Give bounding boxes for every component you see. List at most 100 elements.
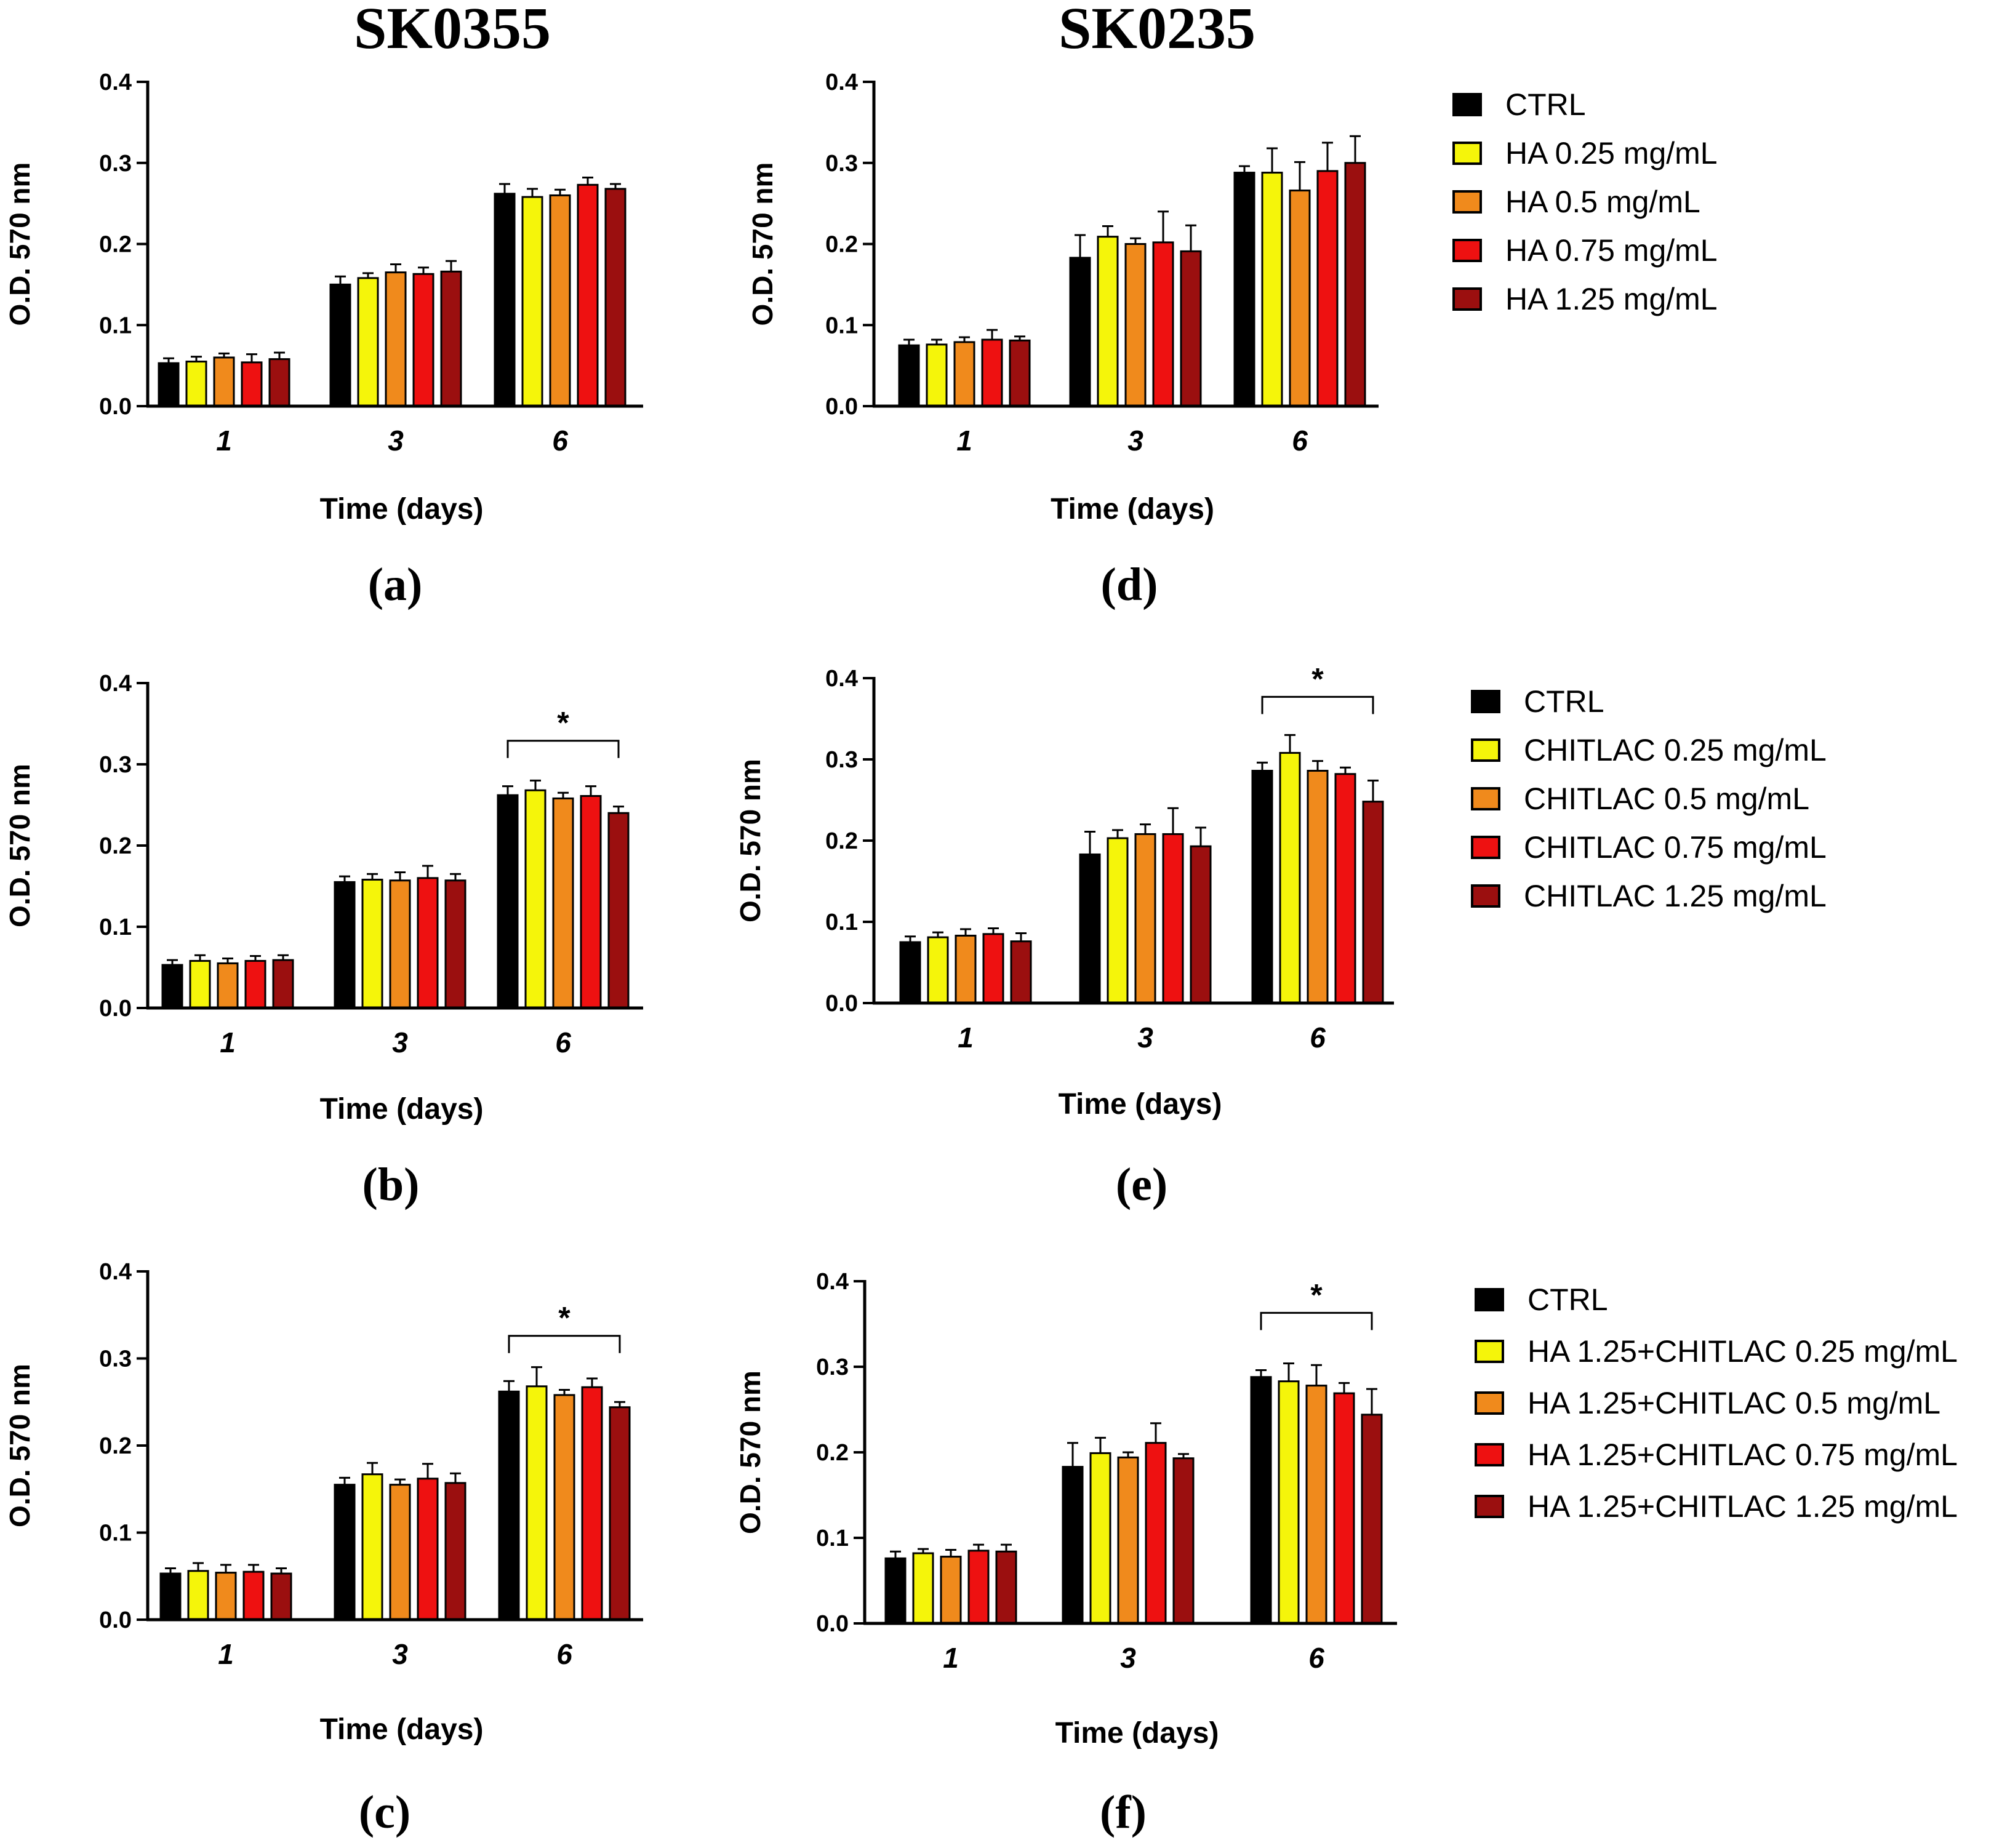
x-tick-label: 1 xyxy=(220,1026,236,1058)
legend-label: HA 0.5 mg/mL xyxy=(1505,185,1700,219)
y-tick-label: 0.2 xyxy=(99,833,132,859)
bar xyxy=(549,194,571,407)
y-tick-label: 0.4 xyxy=(825,70,858,95)
panel-label-e: (e) xyxy=(1116,1159,1167,1210)
y-tick-label: 0.4 xyxy=(99,70,132,95)
x-tick-label: 3 xyxy=(392,1026,408,1058)
x-axis-title: Time (days) xyxy=(1059,1088,1222,1121)
bar xyxy=(1305,1385,1327,1625)
bar xyxy=(241,361,263,407)
bar xyxy=(213,356,235,407)
panel-label-c: (c) xyxy=(359,1786,410,1838)
legend-swatch xyxy=(1475,1443,1504,1466)
bar xyxy=(498,1390,520,1621)
significance-star: * xyxy=(1310,1278,1323,1312)
bar xyxy=(161,964,183,1009)
legend-label: HA 1.25+CHITLAC 0.5 mg/mL xyxy=(1528,1386,1940,1420)
bar xyxy=(1233,172,1255,407)
legend-swatch xyxy=(1475,1495,1504,1518)
y-tick-label: 0.1 xyxy=(825,313,858,338)
bar xyxy=(185,361,207,407)
bar xyxy=(1251,769,1273,1004)
bar xyxy=(1079,853,1101,1004)
bar xyxy=(217,962,239,1009)
x-axis-title: Time (days) xyxy=(320,493,484,526)
bar xyxy=(412,273,434,407)
legend-swatch xyxy=(1471,836,1500,859)
bar xyxy=(1278,1380,1300,1625)
x-tick-label: 1 xyxy=(943,1642,959,1674)
bar xyxy=(357,277,379,407)
x-tick-label: 3 xyxy=(1137,1022,1153,1054)
bar xyxy=(899,941,921,1004)
bar xyxy=(940,1556,962,1625)
chart-a: 0.0 0.1 0.2 0.3 0.4 1 3 6 Time (days) O.D. 570 nm xyxy=(4,70,643,526)
x-tick-label: 6 xyxy=(556,1638,572,1670)
bar xyxy=(389,1484,411,1621)
legend-label: CTRL xyxy=(1528,1282,1608,1317)
y-tick-label: 0.3 xyxy=(99,752,132,778)
bar xyxy=(272,959,294,1009)
bar xyxy=(1134,833,1156,1004)
y-tick-label: 0.3 xyxy=(825,747,858,773)
y-axis-title: O.D. 570 nm xyxy=(4,162,36,326)
legend-label: CTRL xyxy=(1505,87,1586,122)
chart-f: 0.0 0.1 0.2 0.3 0.4 1 3 6 Time (days) O.D. 570 nm… xyxy=(734,1269,1397,1750)
y-axis-title: O.D. 570 nm xyxy=(747,162,779,326)
legend-label: HA 0.25 mg/mL xyxy=(1505,136,1718,170)
y-axis-title: O.D. 570 nm xyxy=(4,764,36,927)
bar xyxy=(912,1552,934,1625)
legend-label: HA 1.25+CHITLAC 1.25 mg/mL xyxy=(1528,1489,1958,1524)
chart-e: 0.0 0.1 0.2 0.3 0.4 1 3 6 Time (days) O.D. 570 nm… xyxy=(734,662,1394,1121)
y-tick-label: 0.1 xyxy=(99,313,132,338)
bar xyxy=(607,812,630,1009)
bar xyxy=(580,794,602,1009)
legend-swatch xyxy=(1452,190,1482,214)
legend-swatch xyxy=(1475,1340,1504,1363)
y-tick-label: 0.0 xyxy=(825,394,858,420)
bar xyxy=(609,1406,631,1621)
significance-star: * xyxy=(1311,662,1324,696)
y-tick-label: 0.4 xyxy=(99,671,132,697)
bar xyxy=(577,183,599,407)
legends-layer: CTRL HA 0.25 mg/mL HA 0.5 mg/mL HA 0.75 mg/… xyxy=(1452,87,1958,1524)
bar xyxy=(955,934,977,1004)
bar xyxy=(526,1385,548,1621)
bar xyxy=(884,1557,907,1625)
bar xyxy=(1162,833,1184,1004)
bar xyxy=(1334,773,1356,1004)
y-tick-label: 0.1 xyxy=(816,1526,849,1551)
bar xyxy=(1362,801,1384,1004)
x-tick-label: 6 xyxy=(1292,425,1308,457)
legend-swatch xyxy=(1452,239,1482,262)
bar xyxy=(244,959,266,1009)
bar xyxy=(1333,1392,1355,1625)
x-tick-label: 6 xyxy=(552,425,568,457)
bar xyxy=(927,936,949,1004)
bar xyxy=(1009,339,1031,407)
significance-star: * xyxy=(558,1301,571,1335)
bar xyxy=(389,879,411,1009)
legend-swatch xyxy=(1452,142,1482,165)
x-axis-title: Time (days) xyxy=(1051,493,1214,526)
y-axis-title: O.D. 570 nm xyxy=(734,1370,766,1534)
bar xyxy=(1289,190,1311,407)
y-tick-label: 0.1 xyxy=(825,910,858,935)
bar xyxy=(215,1572,237,1621)
bar xyxy=(521,196,543,407)
bar xyxy=(1172,1457,1195,1625)
bar xyxy=(417,1478,439,1621)
y-tick-label: 0.2 xyxy=(825,232,858,258)
bar xyxy=(995,1550,1017,1625)
bar xyxy=(159,1572,182,1621)
panel-label-b: (b) xyxy=(362,1159,420,1210)
legend-label: HA 1.25+CHITLAC 0.75 mg/mL xyxy=(1528,1438,1958,1472)
bar xyxy=(552,797,574,1009)
bar xyxy=(981,338,1003,407)
x-tick-label: 3 xyxy=(1127,425,1143,457)
bar xyxy=(604,188,627,407)
panel-label-f: (f) xyxy=(1100,1786,1147,1838)
bar xyxy=(334,881,356,1009)
bar xyxy=(158,362,180,407)
y-axis-title: O.D. 570 nm xyxy=(734,759,766,922)
